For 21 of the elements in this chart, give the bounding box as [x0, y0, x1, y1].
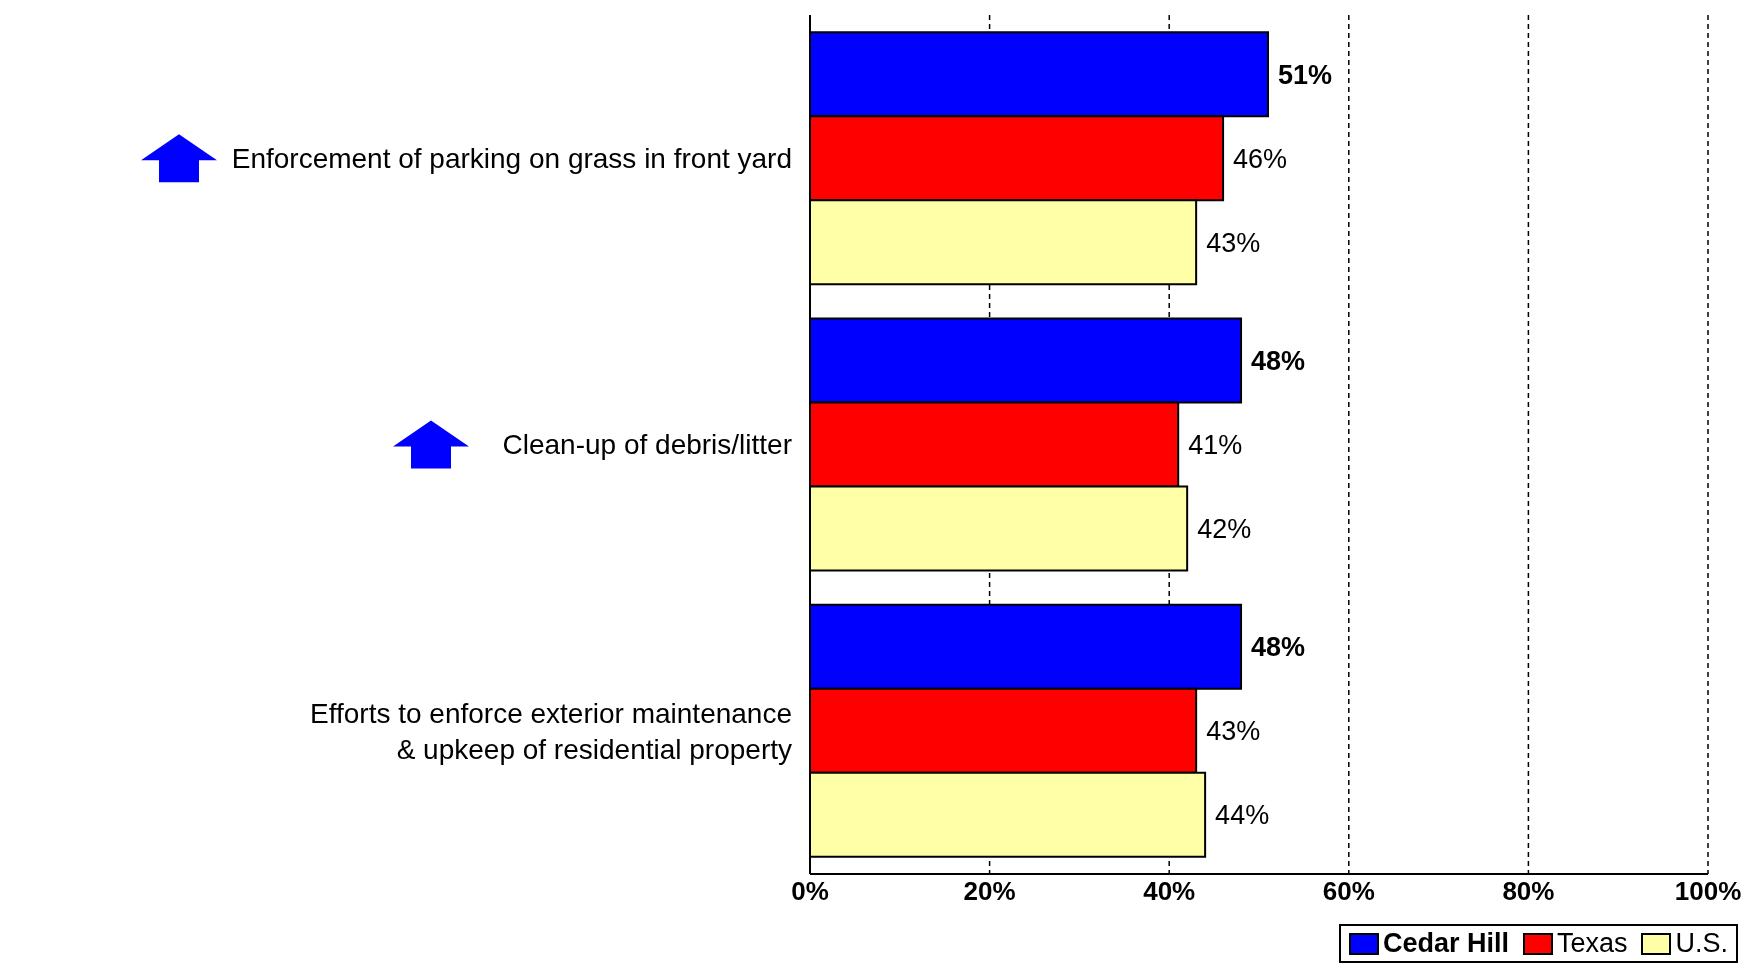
data-label: 43%: [1206, 716, 1261, 747]
legend-label: Texas: [1555, 928, 1628, 959]
x-tick-label: 100%: [1674, 876, 1742, 907]
data-label: 44%: [1215, 800, 1270, 831]
x-tick-label: 0%: [791, 876, 829, 907]
legend-label: U.S.: [1674, 928, 1728, 959]
x-tick-label: 60%: [1322, 876, 1375, 907]
data-label: 41%: [1188, 429, 1243, 460]
data-label: 51%: [1277, 59, 1333, 90]
data-label: 43%: [1206, 227, 1261, 258]
x-tick-label: 40%: [1143, 876, 1196, 907]
y-tick-label: Enforcement of parking on grass in front yard: [231, 142, 792, 174]
data-label: 42%: [1197, 513, 1252, 544]
y-tick-label: Clean-up of debris/litter: [502, 429, 792, 461]
data-label: 48%: [1251, 345, 1306, 376]
x-tick-label: 20%: [963, 876, 1016, 907]
x-tick-label: 80%: [1502, 876, 1555, 907]
legend-label: Cedar Hill: [1381, 928, 1509, 959]
data-label: 48%: [1251, 632, 1306, 663]
y-tick-label: Efforts to enforce exterior maintenance & upkeep of residential property: [310, 697, 792, 765]
data-label: 46%: [1233, 143, 1288, 174]
